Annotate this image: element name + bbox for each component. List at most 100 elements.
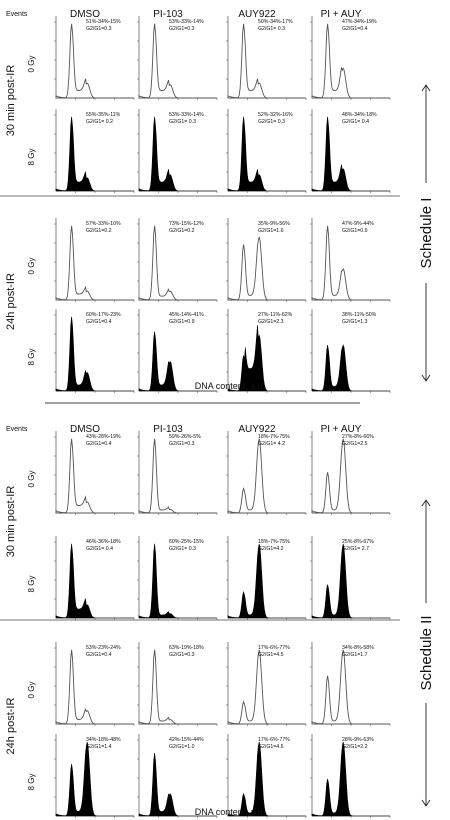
g2-g1-ratio: G2/G1= 0.4: [86, 546, 113, 552]
histogram-outline: [55, 23, 134, 99]
histogram-outline: [138, 225, 217, 301]
histogram-panel: 42%-15%-44%G2/G1=1.0: [137, 734, 218, 818]
g2-g1-ratio: G2/G1=0.4: [86, 652, 112, 658]
g2-g1-ratio: G2/G1= 4.2: [258, 441, 285, 447]
histogram-panel: 47%-34%-19%G2/G1=0.4: [310, 16, 391, 100]
histogram-outline: [55, 438, 134, 514]
histogram-panel: 47%-9%-44%G2/G1=0.9: [310, 218, 391, 302]
cell-cycle-stats: 53%-33%-14%: [169, 112, 204, 118]
histogram-panel: 27%-11%-62%G2/G1=2.3: [226, 309, 307, 393]
histogram-panel: 53%-33%-14%G2/G1=0.3: [137, 16, 218, 100]
histogram-outline: [227, 236, 306, 301]
cell-cycle-stats: 55%-35%-11%: [86, 112, 121, 118]
cell-cycle-stats: 25%-8%-67%: [342, 539, 374, 545]
histogram-filled: [138, 543, 217, 619]
dose-label: 8 Gy: [27, 774, 36, 791]
dose-label: 8 Gy: [27, 349, 36, 366]
g2-g1-ratio: G2/G1=1.7: [342, 652, 368, 658]
histogram-outline: [138, 23, 217, 99]
histogram-filled: [227, 116, 306, 192]
histogram-panel: 35%-9%-56%G2/G1=1.6: [226, 218, 307, 302]
events-label: Events: [6, 426, 28, 433]
column-title-2: AUY922: [238, 9, 276, 20]
cell-cycle-stats: 47%-34%-19%: [342, 19, 377, 25]
g2-g1-ratio: G2/G1=2.3: [258, 319, 284, 325]
cell-cycle-stats: 17%-6%-77%: [258, 737, 290, 743]
histogram-panel: 17%-6%-77%G2/G1=4.5: [226, 642, 307, 726]
column-title-0: DMSO: [70, 424, 100, 435]
histogram-panel: 57%-33%-10%G2/G1=0.2: [54, 218, 135, 302]
histogram-panel: 18%-7%-75%G2/G1= 4.2: [226, 431, 307, 515]
g2-g1-ratio: G2/G1=0.2: [169, 228, 195, 234]
histogram-panel: 50%-34%-17%G2/G1= 0.3: [226, 16, 307, 100]
schedule-arrow-down: [421, 799, 431, 807]
dose-label: 0 Gy: [27, 258, 36, 275]
g2-g1-ratio: G2/G1=0.9: [169, 319, 195, 325]
g2-g1-ratio: G2/G1=1.4: [86, 744, 112, 750]
histogram-filled: [55, 116, 134, 192]
histogram-outline: [311, 438, 390, 514]
cell-cycle-stats: 28%-9%-63%: [342, 737, 374, 743]
g2-g1-ratio: G2/G1=4.5: [258, 652, 284, 658]
g2-g1-ratio: G2/G1=0.3: [169, 441, 195, 447]
dose-label: 8 Gy: [27, 149, 36, 166]
histogram-filled: [138, 116, 217, 192]
cell-cycle-stats: 18%-7%-75%: [258, 539, 290, 545]
histogram-filled: [55, 316, 134, 392]
cell-cycle-stats: 53%-23%-24%: [86, 645, 121, 651]
x-axis-title: DNA content, a.u.: [195, 807, 266, 817]
histogram-outline: [138, 438, 217, 514]
histogram-panel: 18%-7%-75%G2/G1=4.2: [226, 536, 307, 620]
histogram-outline: [227, 649, 306, 725]
schedule-arrow-up: [421, 84, 431, 92]
dose-label: 0 Gy: [27, 682, 36, 699]
x-axis-title: DNA content, a.u.: [195, 381, 266, 391]
g2-g1-ratio: G2/G1= 0.3: [169, 119, 196, 125]
cell-cycle-stats: 35%-9%-56%: [258, 221, 290, 227]
g2-g1-ratio: G2/G1= 0.2: [86, 119, 113, 125]
g2-g1-ratio: G2/G1=4.2: [258, 546, 284, 552]
cell-cycle-stats: 43%-28%-19%: [86, 434, 121, 440]
g2-g1-ratio: G2/G1=2.2: [342, 744, 368, 750]
column-title-3: PI + AUY: [321, 9, 362, 20]
cell-cycle-stats: 27%-8%-66%: [342, 434, 374, 440]
column-title-1: PI-103: [153, 424, 183, 435]
g2-g1-ratio: G2/G1= 0.3: [169, 546, 196, 552]
schedule-arrow-down: [421, 374, 431, 382]
cell-cycle-stats: 18%-7%-75%: [258, 434, 290, 440]
cell-cycle-stats: 34%-18%-48%: [86, 737, 121, 743]
dose-label: 0 Gy: [27, 471, 36, 488]
cell-cycle-stats: 27%-11%-62%: [258, 312, 293, 318]
cell-cycle-stats: 73%-15%-12%: [169, 221, 204, 227]
g2-g1-ratio: G2/G1=1.0: [169, 744, 195, 750]
g2-g1-ratio: G2/G1=4.6: [258, 744, 284, 750]
histogram-panel: 38%-11%-50%G2/G1=1.3: [310, 309, 391, 393]
g2-g1-ratio: G2/G1= 0.3: [258, 26, 285, 32]
events-label: Events: [6, 11, 28, 18]
histogram-outline: [138, 649, 217, 725]
cell-cycle-stats: 52%-32%-16%: [258, 112, 293, 118]
g2-g1-ratio: G2/G1= 0.3: [258, 119, 285, 125]
histogram-panel: 27%-8%-66%G2/G1=2.5: [310, 431, 391, 515]
time-block-label: 30 min post-IR: [5, 65, 17, 137]
g2-g1-ratio: G2/G1=1.6: [258, 228, 284, 234]
cell-cycle-stats: 38%-11%-50%: [342, 312, 377, 318]
cell-cycle-stats: 63%-19%-18%: [169, 645, 204, 651]
cell-cycle-stats: 57%-33%-10%: [86, 221, 121, 227]
histogram-filled: [311, 116, 390, 192]
histogram-panel: 34%-18%-48%G2/G1=1.4: [54, 734, 135, 818]
g2-g1-ratio: G2/G1=0.4: [86, 441, 112, 447]
histogram-panel: 51%-34%-15%G2/G1=0.3: [54, 16, 135, 100]
histogram-filled: [311, 344, 390, 392]
histogram-panel: 60%-25%-15%G2/G1= 0.3: [137, 536, 218, 620]
histogram-panel: 46%-36%-18%G2/G1= 0.4: [54, 536, 135, 620]
cell-cycle-stats: 50%-34%-17%: [258, 19, 293, 25]
time-block-label: 24h post-IR: [5, 273, 17, 330]
histogram-filled: [138, 331, 217, 392]
g2-g1-ratio: G2/G1= 0.4: [342, 119, 369, 125]
histogram-panel: 25%-8%-67%G2/G1= 2.7: [310, 536, 391, 620]
cell-cycle-stats: 47%-9%-44%: [342, 221, 374, 227]
column-title-3: PI + AUY: [321, 424, 362, 435]
column-title-0: DMSO: [70, 9, 100, 20]
